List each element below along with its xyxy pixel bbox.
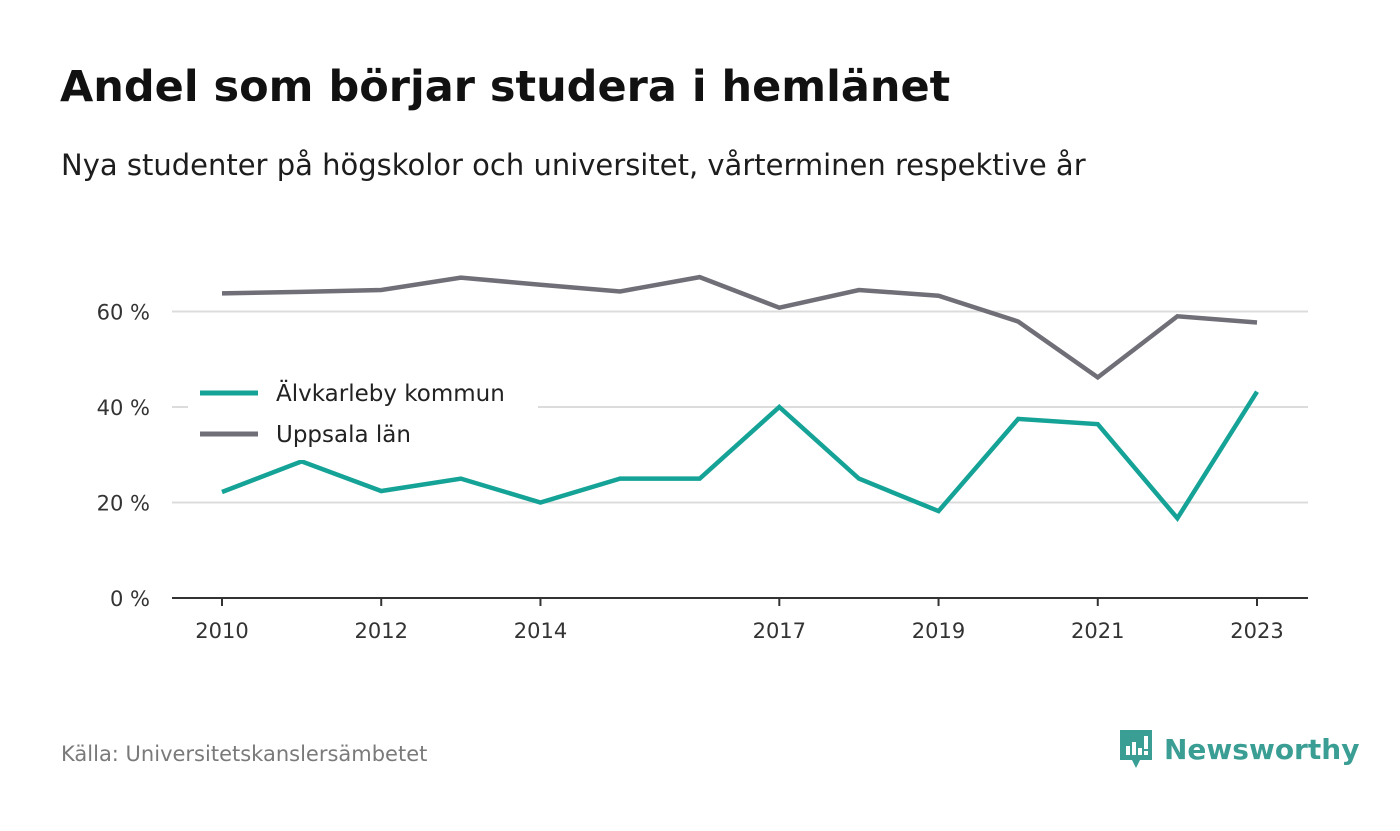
x-tick-label: 2021 <box>1071 619 1124 643</box>
newsworthy-logo-icon <box>1120 730 1152 768</box>
x-tick-label: 2017 <box>753 619 806 643</box>
legend-label: Uppsala län <box>276 422 411 448</box>
legend-background <box>188 374 538 460</box>
legend-label: Älvkarleby kommun <box>276 379 505 407</box>
brand-logo: Newsworthy <box>1118 728 1359 770</box>
x-tick-label: 2012 <box>355 619 408 643</box>
series-line <box>221 390 1259 523</box>
y-tick-label: 60 % <box>97 301 150 325</box>
chart-subtitle: Nya studenter på högskolor och universit… <box>61 148 1086 182</box>
brand-name: Newsworthy <box>1164 732 1360 766</box>
x-tick-label: 2010 <box>195 619 248 643</box>
y-tick-label: 20 % <box>97 492 150 516</box>
source-note: Källa: Universitetskanslersämbetet <box>61 742 428 766</box>
x-tick-label: 2019 <box>912 619 965 643</box>
line-chart: 0 % 20 % 40 % 60 % 2010 2012 2014 2017 2019 2021… <box>97 274 1308 643</box>
series-line <box>221 274 1258 381</box>
y-tick-label: 40 % <box>97 396 150 420</box>
chart-title: Andel som börjar studera i hemlänet <box>60 62 951 112</box>
x-tick-label: 2023 <box>1230 619 1283 643</box>
y-tick-label: 0 % <box>110 587 150 611</box>
x-tick-label: 2014 <box>514 619 567 643</box>
